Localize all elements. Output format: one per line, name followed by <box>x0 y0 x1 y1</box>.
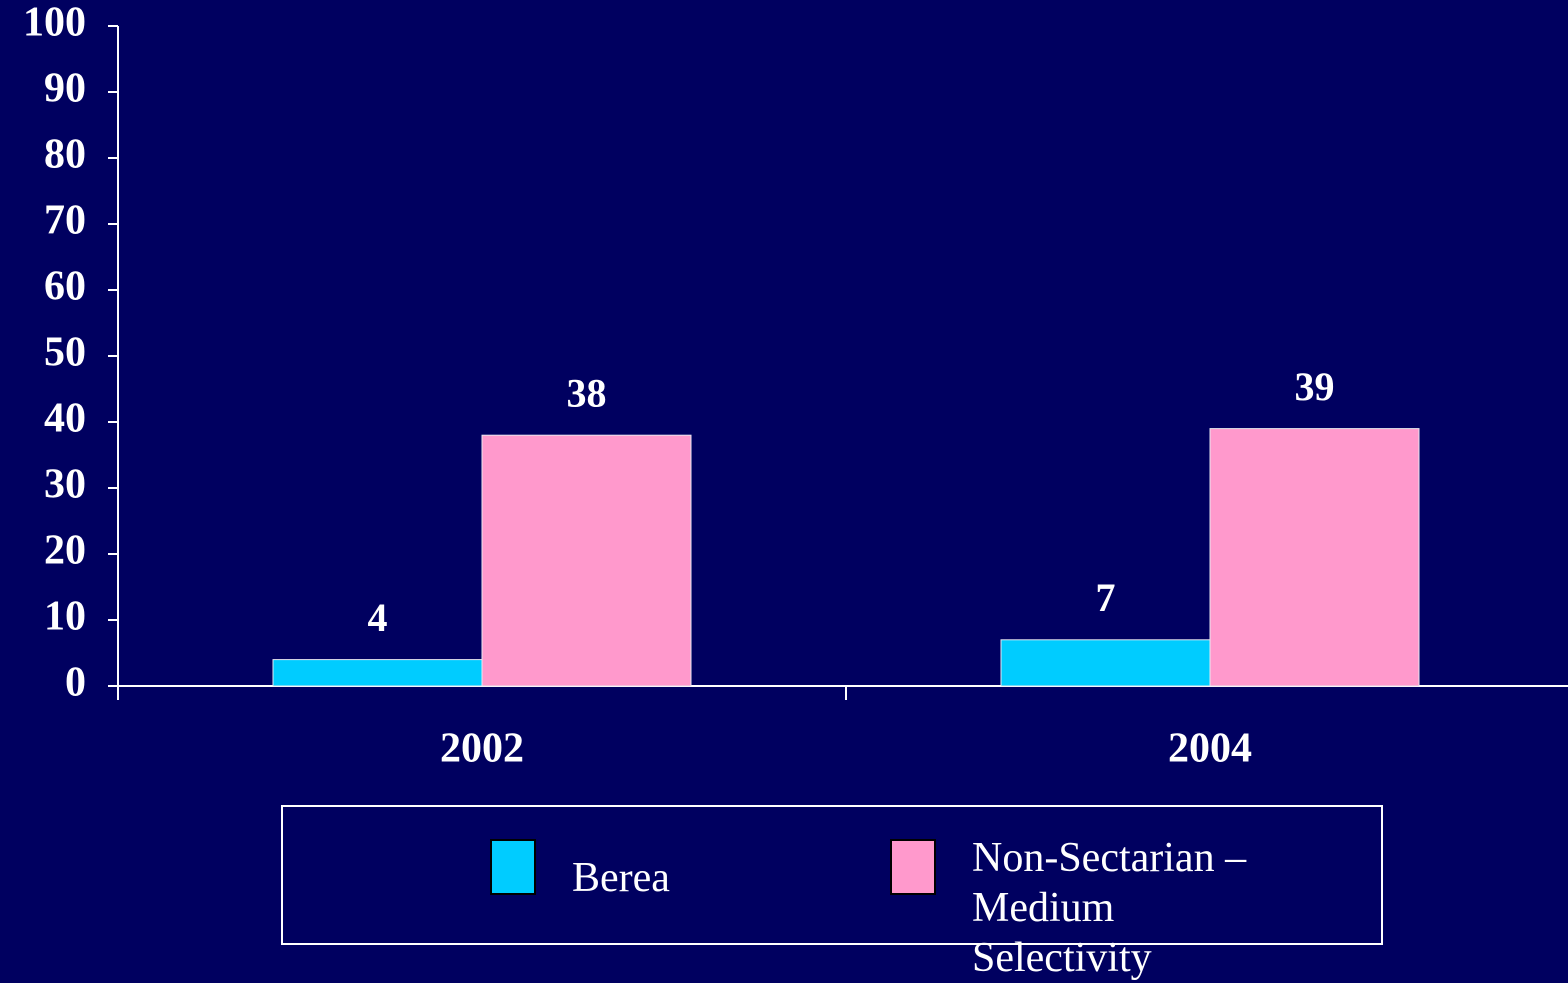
y-tick-label: 20 <box>44 528 86 574</box>
legend-label: Berea <box>572 855 670 901</box>
x-tick-label: 2004 <box>1168 726 1252 772</box>
bar <box>1000 639 1211 687</box>
legend-item: Berea <box>490 839 902 903</box>
value-label: 39 <box>1295 364 1335 409</box>
legend-item: Non-Sectarian – Medium Selectivity <box>890 835 1302 983</box>
legend: Berea Non-Sectarian – Medium Selectivity <box>281 805 1383 981</box>
chart: 0 10 20 30 40 50 60 70 80 90 100 2002 4 38 2004 7 39 <box>23 0 1568 772</box>
page: {"chart_data": {"type": "bar", "categori… <box>23 0 1568 981</box>
y-tick-label: 50 <box>44 330 86 376</box>
y-tick-label: 30 <box>44 462 86 508</box>
y-tick-label: 90 <box>44 66 86 112</box>
y-tick-label: 80 <box>44 132 86 178</box>
y-tick-label: 40 <box>44 396 86 442</box>
bar <box>272 659 483 687</box>
legend-swatch <box>890 839 936 895</box>
bar <box>481 434 692 687</box>
value-label: 38 <box>567 370 607 415</box>
y-tick-label: 0 <box>65 660 86 706</box>
x-tick-label: 2002 <box>440 726 524 772</box>
bar <box>1209 428 1420 687</box>
legend-swatch <box>490 839 536 895</box>
legend-label: Non-Sectarian – Medium Selectivity <box>972 835 1247 981</box>
y-tick-label: 70 <box>44 198 86 244</box>
y-tick-label: 100 <box>23 0 86 46</box>
value-label: 7 <box>1096 575 1116 620</box>
y-tick-label: 60 <box>44 264 86 310</box>
y-tick-label: 10 <box>44 594 86 640</box>
value-label: 4 <box>368 595 388 640</box>
